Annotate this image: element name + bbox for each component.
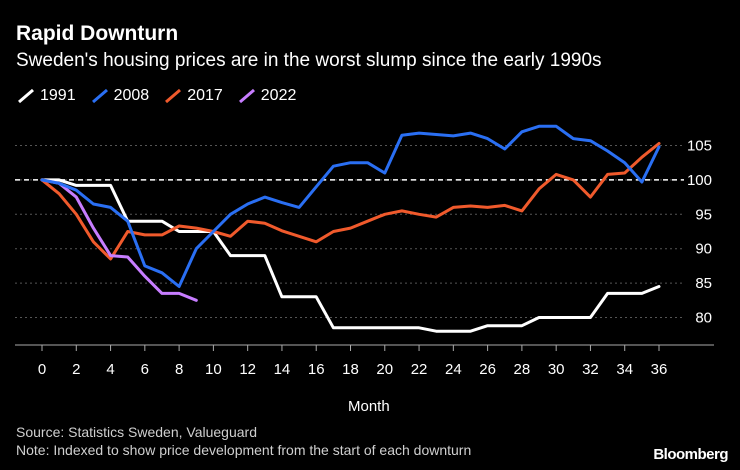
legend-label-2017: 2017 xyxy=(187,87,223,104)
x-tick-label-8: 8 xyxy=(175,361,183,378)
x-tick-label-18: 18 xyxy=(342,361,359,378)
y-tick-label-85: 85 xyxy=(695,275,712,292)
x-tick-label-0: 0 xyxy=(38,361,46,378)
method-note: Note: Indexed to show price development … xyxy=(16,442,472,458)
x-tick-label-30: 30 xyxy=(548,361,565,378)
x-tick-label-34: 34 xyxy=(616,361,633,378)
bloomberg-logo: Bloomberg xyxy=(653,446,728,463)
x-tick-label-28: 28 xyxy=(514,361,531,378)
legend-swatch-2017 xyxy=(165,88,182,104)
y-tick-label-95: 95 xyxy=(695,206,712,223)
legend-item-2017: 2017 xyxy=(163,86,223,106)
legend-swatch-2022 xyxy=(238,88,255,104)
x-tick-label-20: 20 xyxy=(376,361,393,378)
x-tick-label-14: 14 xyxy=(274,361,291,378)
legend-item-2008: 2008 xyxy=(90,86,150,106)
source-note: Source: Statistics Sweden, Valueguard xyxy=(16,424,257,440)
x-tick-label-10: 10 xyxy=(205,361,222,378)
y-tick-label-100: 100 xyxy=(687,172,712,189)
legend-label-2008: 2008 xyxy=(113,87,150,104)
y-tick-label-80: 80 xyxy=(695,309,712,326)
legend-swatch-2008 xyxy=(91,88,108,104)
x-tick-label-16: 16 xyxy=(308,361,325,378)
chart-title: Rapid Downturn xyxy=(16,22,179,45)
x-axis-label-text: Month xyxy=(348,398,390,415)
x-tick-label-22: 22 xyxy=(411,361,428,378)
series-line-2022 xyxy=(40,178,198,302)
x-tick-label-4: 4 xyxy=(106,361,114,378)
x-tick-label-36: 36 xyxy=(651,361,668,378)
x-tick-label-12: 12 xyxy=(239,361,256,378)
x-tick-label-26: 26 xyxy=(479,361,496,378)
series-line-2017 xyxy=(40,142,661,261)
legend-label-2022: 2022 xyxy=(260,87,297,104)
legend: 1991 2008 2017 2022 xyxy=(16,86,310,106)
y-tick-label-105: 105 xyxy=(687,138,712,155)
x-tick-label-2: 2 xyxy=(72,361,80,378)
legend-label-1991: 1991 xyxy=(40,87,76,104)
chart-subtitle: Sweden's housing prices are in the worst… xyxy=(16,50,602,71)
legend-item-2022: 2022 xyxy=(237,86,297,106)
legend-swatch-1991 xyxy=(18,88,34,104)
legend-item-1991: 1991 xyxy=(16,86,76,106)
x-tick-label-24: 24 xyxy=(445,361,462,378)
y-tick-label-90: 90 xyxy=(695,241,712,258)
x-tick-label-6: 6 xyxy=(141,361,149,378)
series-line-2008 xyxy=(40,124,661,288)
x-tick-label-32: 32 xyxy=(582,361,599,378)
series-line-1991 xyxy=(40,178,661,333)
